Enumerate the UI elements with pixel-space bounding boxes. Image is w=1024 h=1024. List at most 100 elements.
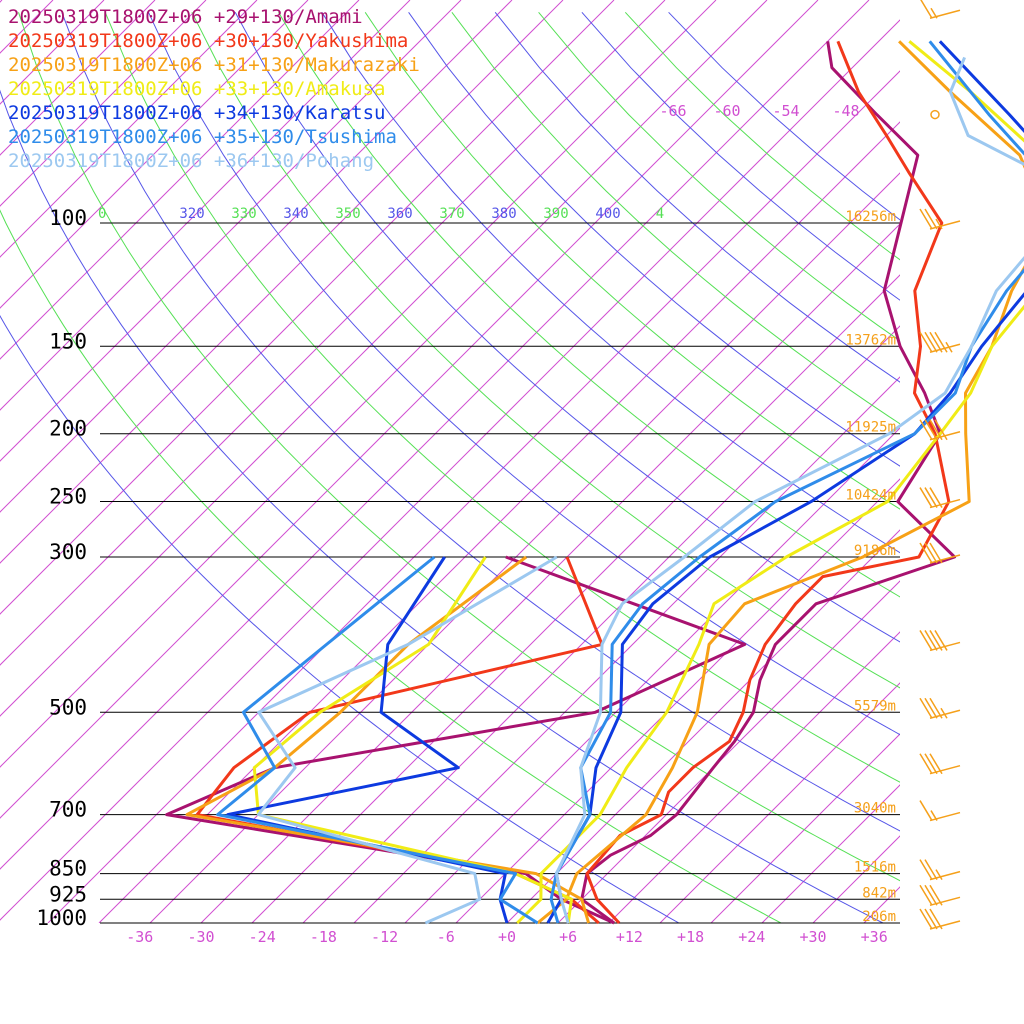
- dry-adiabat-line: [0, 314, 680, 923]
- height-label: 842m: [862, 885, 896, 901]
- barb-feather: [919, 697, 933, 719]
- barb-feather: [924, 697, 938, 719]
- theta-label: 0: [98, 206, 106, 222]
- barb-staff: [929, 498, 961, 509]
- pressure-tick-label: 300: [49, 540, 87, 564]
- isotherm-line: [200, 223, 900, 923]
- isotherm-line: [0, 0, 462, 462]
- temperature-tick-label: +24: [738, 928, 765, 946]
- barb-feather: [924, 419, 938, 441]
- pressure-tick-label: 150: [49, 329, 87, 353]
- barb-feather: [919, 753, 933, 775]
- barb-staff: [929, 920, 961, 930]
- temperature-line: [554, 56, 1024, 924]
- isotherm-line: [404, 427, 900, 923]
- barb-feather: [929, 487, 943, 508]
- dry-adiabat-line: [148, 12, 900, 736]
- wind-barb: [919, 208, 961, 230]
- barb-feather: [929, 697, 943, 719]
- moist-adiabat-line: [451, 11, 900, 425]
- theta-label: 380: [491, 206, 516, 222]
- theta-label: 350: [335, 206, 360, 222]
- isotherm-line: [0, 19, 900, 921]
- pressure-tick-label: 1000: [36, 906, 87, 930]
- isotherm-line: [506, 529, 900, 923]
- isotherm-line: [0, 0, 360, 360]
- pressure-tick-label: 250: [49, 485, 87, 509]
- isotherm-line: [0, 0, 870, 870]
- wind-barb: [919, 908, 961, 930]
- legend-entry: 20250319T1800Z+06 +31+130/Makurazaki: [8, 54, 420, 76]
- theta-label: 390: [543, 206, 568, 222]
- temperature-tick-label: +0: [498, 928, 516, 946]
- height-label: 16256m: [845, 209, 896, 225]
- isotherm-line: [0, 0, 309, 309]
- dry-adiabat-line: [494, 11, 900, 383]
- legend-entry: 20250319T1800Z+06 +35+130/Tsushima: [8, 126, 397, 148]
- wind-barb: [919, 630, 961, 652]
- isotherm-line: [0, 0, 564, 564]
- barb-feather: [919, 487, 933, 508]
- moist-adiabat-line: [538, 11, 900, 342]
- barb-half-feather: [930, 810, 938, 821]
- temperature-line: [536, 40, 1024, 925]
- barb-feather: [929, 542, 943, 564]
- theta-label: 320: [179, 206, 204, 222]
- legend-entry: 20250319T1800Z+06 +36+130/Pohang: [8, 150, 374, 172]
- wind-barb: [919, 753, 961, 775]
- legend-entry: 20250319T1800Z+06 +33+130/Amakusa: [8, 78, 386, 100]
- barb-feather: [924, 208, 938, 230]
- moist-adiabat-line: [191, 12, 900, 689]
- barb-staff: [929, 220, 961, 230]
- isotherm-line: [0, 0, 207, 207]
- pressure-tick-label: 200: [49, 417, 87, 441]
- barb-feather: [924, 859, 938, 880]
- barb-staff: [929, 764, 961, 775]
- temperature-tick-label: +36: [861, 928, 888, 946]
- dry-adiabat-line: [581, 11, 900, 301]
- barb-staff: [929, 870, 961, 881]
- temperature-tick-label: -36: [126, 928, 153, 946]
- isotherm-line: [608, 631, 900, 923]
- theta-label: 400: [595, 206, 620, 222]
- barb-feather: [934, 419, 948, 441]
- wind-barb: [919, 859, 961, 881]
- theta-label: 4: [656, 206, 664, 222]
- dewpoint-line: [256, 555, 558, 925]
- temperature-line: [549, 40, 1024, 924]
- dry-adiabat-line: [321, 12, 900, 554]
- isotherm-label: -48: [832, 102, 859, 120]
- barb-feather: [920, 0, 933, 19]
- legend-entry: 20250319T1800Z+06 +29+130/Amami: [8, 6, 363, 28]
- barb-feather: [919, 419, 933, 441]
- barb-feather: [929, 753, 943, 775]
- barb-half-feather: [930, 7, 938, 19]
- dewpoint-line: [252, 556, 573, 924]
- legend-entry: 20250319T1800Z+06 +30+130/Yakushima: [8, 30, 408, 52]
- isotherm-line: [0, 0, 768, 768]
- height-label: 206m: [862, 909, 896, 925]
- temperature-tick-label: -12: [371, 928, 398, 946]
- dry-adiabat-line: [234, 12, 900, 643]
- height-label: 11925m: [845, 420, 896, 436]
- barb-feather: [919, 208, 933, 230]
- pressure-tick-label: 925: [49, 882, 87, 906]
- barb-feather: [919, 908, 933, 930]
- isotherm-line: [353, 376, 900, 923]
- barb-feather: [929, 884, 943, 906]
- height-label: 1516m: [854, 860, 896, 876]
- wind-barb: [919, 800, 961, 822]
- wind-barb: [919, 487, 961, 509]
- moist-adiabat-line: [278, 12, 900, 598]
- barb-feather: [929, 630, 943, 651]
- temperature-tick-label: +12: [616, 928, 643, 946]
- dewpoint-line: [216, 555, 539, 925]
- wind-barb: [919, 419, 961, 441]
- barb-feather: [924, 630, 938, 651]
- dewpoint-line: [165, 555, 747, 925]
- isotherm-line: [0, 0, 156, 156]
- barb-feather: [919, 630, 933, 651]
- pressure-tick-label: 500: [49, 695, 87, 719]
- temperature-tick-label: -18: [310, 928, 337, 946]
- barb-staff: [929, 896, 961, 907]
